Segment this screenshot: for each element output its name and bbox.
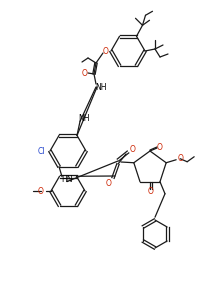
Text: O: O (106, 178, 112, 187)
Text: O: O (148, 187, 154, 196)
Text: NH: NH (95, 83, 107, 91)
Text: NH: NH (78, 114, 90, 123)
Text: O: O (177, 154, 183, 163)
Text: Cl: Cl (37, 147, 45, 155)
Text: O: O (157, 142, 163, 152)
Text: O: O (130, 144, 136, 154)
Text: O: O (103, 46, 109, 56)
Text: O: O (38, 186, 44, 195)
Text: HN: HN (61, 175, 73, 184)
Text: O: O (82, 68, 88, 78)
